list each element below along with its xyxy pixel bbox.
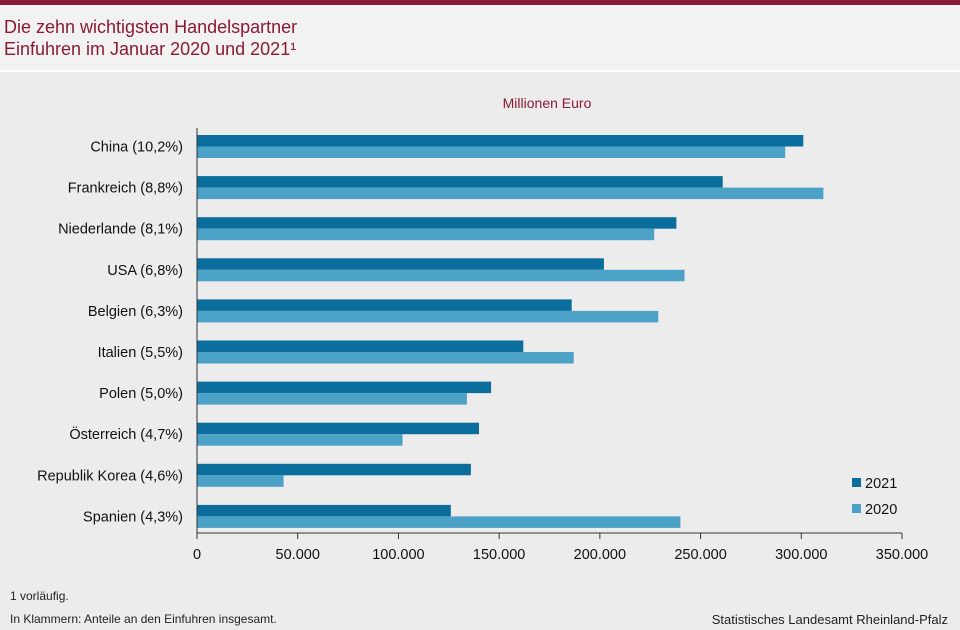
x-tick-label: 350.000 <box>876 547 928 563</box>
legend: 2021 2020 <box>852 476 897 518</box>
top-rule <box>0 0 960 5</box>
chart-title: Die zehn wichtigsten Handelspartner <box>4 17 298 37</box>
bar-2021-7 <box>197 422 479 435</box>
legend-swatch-2021 <box>852 478 861 487</box>
legend-label-2021: 2021 <box>865 476 897 492</box>
bar-2021-0 <box>197 135 804 147</box>
category-label: Niederlande (8,1%) <box>58 222 183 238</box>
bar-2021-3 <box>197 258 604 270</box>
bar-2020-1 <box>197 187 824 200</box>
category-label: Polen (5,0%) <box>99 386 183 402</box>
category-label: Republik Korea (4,6%) <box>37 468 183 484</box>
title-block: Die zehn wichtigsten Handelspartner Einf… <box>0 5 960 70</box>
unit-label: Millionen Euro <box>503 95 592 111</box>
bar-2021-6 <box>197 381 492 394</box>
category-label: USA (6,8%) <box>107 263 183 279</box>
bar-2021-1 <box>197 176 723 188</box>
bar-2020-8 <box>197 475 284 487</box>
bar-2021-9 <box>197 504 451 517</box>
footnote-shares: In Klammern: Anteile an den Einfuhren in… <box>10 612 277 626</box>
bar-2021-5 <box>197 340 524 352</box>
bar-2020-5 <box>197 352 574 364</box>
category-label: Belgien (6,3%) <box>88 304 183 320</box>
x-tick-label: 50.000 <box>276 547 320 563</box>
x-tick-label: 250.000 <box>674 547 726 563</box>
x-tick-label: 200.000 <box>574 547 626 563</box>
footnote-preliminary: 1 vorläufig. <box>10 589 69 603</box>
legend-label-2020: 2020 <box>865 502 897 518</box>
x-tick-label: 100.000 <box>372 547 424 563</box>
bar-2021-4 <box>197 299 572 311</box>
bar-2021-2 <box>197 217 677 229</box>
x-tick-label: 300.000 <box>775 547 827 563</box>
bar-2020-6 <box>197 393 467 405</box>
bar-2020-9 <box>197 516 681 528</box>
bar-2020-7 <box>197 434 403 446</box>
category-label: Spanien (4,3%) <box>83 509 183 525</box>
category-label: Österreich (4,7%) <box>69 425 183 443</box>
category-labels: China (10,2%) Frankreich (8,8%) Niederland… <box>37 140 183 526</box>
x-axis: 0 50.000 100.000 150.000 200.000 250.000 300.0… <box>193 128 928 563</box>
bar-2020-4 <box>197 310 659 323</box>
legend-swatch-2020 <box>852 504 861 513</box>
source-label: Statistisches Landesamt Rheinland-Pfalz <box>711 612 948 627</box>
bars-group <box>197 135 824 528</box>
category-label: China (10,2%) <box>90 140 183 156</box>
category-label: Frankreich (8,8%) <box>68 181 183 197</box>
bar-2020-3 <box>197 269 685 282</box>
title-separator <box>0 70 960 72</box>
bar-2020-0 <box>197 146 786 158</box>
chart-subtitle: Einfuhren im Januar 2020 und 2021¹ <box>4 39 297 59</box>
x-tick-label: 0 <box>193 547 201 563</box>
bar-2020-2 <box>197 228 655 241</box>
x-tick-label: 150.000 <box>473 547 525 563</box>
bar-2021-8 <box>197 463 471 476</box>
category-label: Italien (5,5%) <box>98 345 183 361</box>
